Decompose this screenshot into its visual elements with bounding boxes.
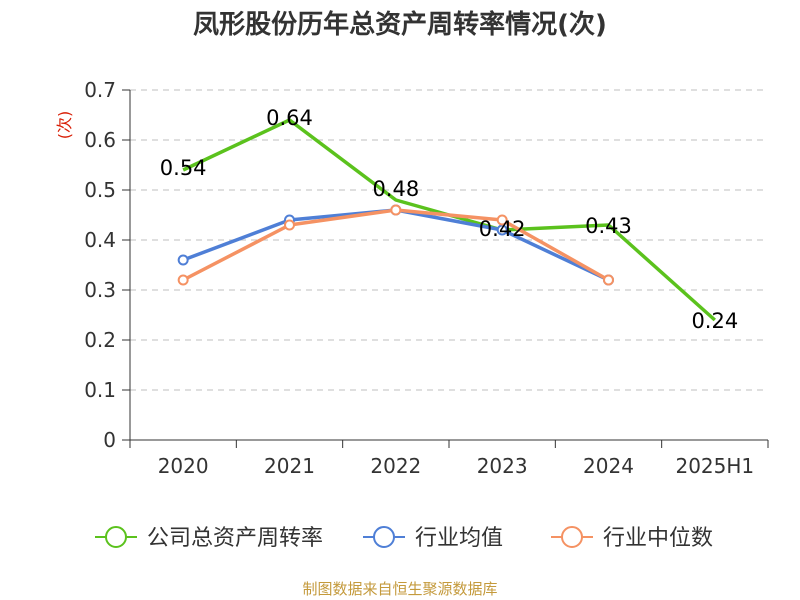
data-label: 0.54: [160, 156, 207, 180]
data-label: 0.43: [585, 214, 632, 238]
series-point: [284, 219, 295, 231]
legend-label: 行业中位数: [603, 526, 713, 551]
y-axis-label: (次): [55, 111, 74, 140]
x-tick-label: 2023: [477, 454, 528, 478]
x-tick-labels: 2020 2021 2022 2023 2024 2025H1: [158, 454, 754, 478]
series-point: [603, 274, 614, 286]
series-point: [177, 274, 189, 286]
source-note: 制图数据来自恒生聚源数据库: [302, 580, 497, 598]
grid-lines: [130, 89, 768, 391]
x-tick-label: 2025H1: [675, 454, 754, 478]
series-point: [390, 204, 402, 216]
series-line-2: [182, 208, 610, 282]
y-tick-label: 0.7: [84, 78, 116, 102]
x-tick-label: 2024: [583, 454, 634, 478]
x-tick-label: 2021: [264, 454, 315, 478]
x-tick-label: 2022: [370, 454, 421, 478]
series-point: [177, 254, 189, 266]
chart-title: 凤形股份历年总资产周转率情况(次): [193, 9, 607, 40]
y-tick-label: 0.1: [84, 378, 116, 402]
legend-marker: [561, 526, 583, 548]
legend: 公司总资产周转率 行业均值 行业中位数: [95, 526, 713, 551]
series-group: [177, 118, 716, 322]
y-tick-label: 0: [103, 428, 116, 452]
legend-label: 公司总资产周转率: [147, 526, 323, 551]
y-tick-label: 0.3: [84, 278, 116, 302]
y-tick-labels: 0 0.1 0.2 0.3 0.4 0.5 0.6 0.7: [84, 78, 116, 452]
y-tick-label: 0.5: [84, 178, 116, 202]
axes: [122, 89, 769, 448]
data-label: 0.64: [266, 106, 313, 130]
y-tick-label: 0.6: [84, 128, 116, 152]
legend-marker: [105, 526, 127, 548]
series-point: [496, 214, 508, 226]
data-label: 0.42: [479, 217, 526, 241]
legend-label: 行业均值: [415, 526, 503, 551]
y-tick-label: 0.2: [84, 328, 116, 352]
data-label: 0.48: [372, 177, 419, 201]
x-tick-label: 2020: [158, 454, 209, 478]
data-label: 0.24: [691, 309, 738, 333]
legend-marker: [373, 526, 395, 548]
y-tick-label: 0.4: [84, 228, 116, 252]
data-labels: 0.54 0.64 0.48 0.42 0.43 0.24: [160, 106, 738, 333]
